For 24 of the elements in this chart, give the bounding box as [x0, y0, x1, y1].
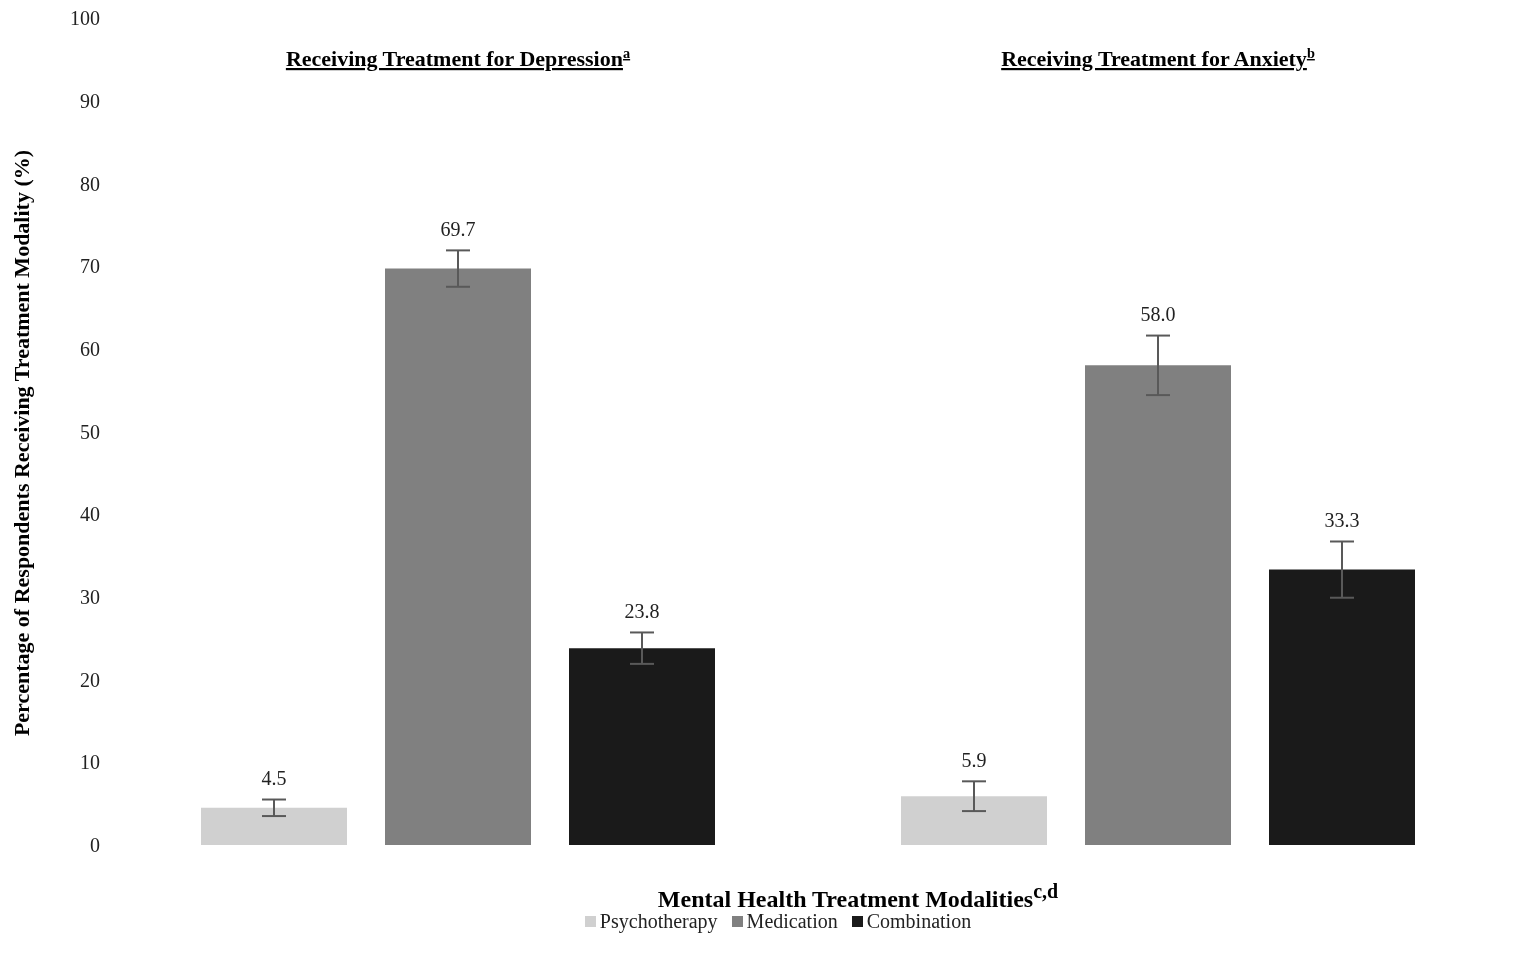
y-axis-title: Percentage of Respondents Receiving Treatment Modality (%) [9, 149, 35, 737]
data-label: 23.8 [624, 600, 660, 623]
y-tick-label: 90 [80, 89, 100, 112]
data-label: 5.9 [961, 748, 987, 771]
legend-label: Medication [745, 910, 838, 933]
legend-label: Combination [865, 910, 972, 933]
y-tick-label: 80 [80, 172, 100, 195]
data-label: 33.3 [1324, 508, 1360, 531]
x-tick-label: Receiving Treatment for Anxiety$^{b}$ [1001, 45, 1315, 71]
data-label: 4.5 [261, 767, 287, 790]
legend-label: Psychotherapy [598, 910, 718, 933]
y-tick-label: 10 [80, 751, 100, 774]
y-tick-label: 70 [80, 255, 100, 278]
y-tick-label: 40 [80, 503, 100, 526]
y-tick-label: 20 [80, 668, 100, 691]
y-tick-label: 100 [70, 7, 100, 30]
y-tick-label: 30 [80, 586, 100, 608]
data-label: 58.0 [1140, 302, 1176, 325]
x-tick-label: Receiving Treatment for Depression$^{a}$ [285, 45, 631, 71]
x-axis-title: Mental Health Treatment Modalities$^{c,d}$ [656, 880, 1060, 913]
y-tick-label: 50 [80, 420, 100, 443]
data-label: 69.7 [440, 217, 476, 240]
y-tick-label: 60 [80, 337, 100, 360]
y-tick-label: 0 [90, 834, 100, 857]
